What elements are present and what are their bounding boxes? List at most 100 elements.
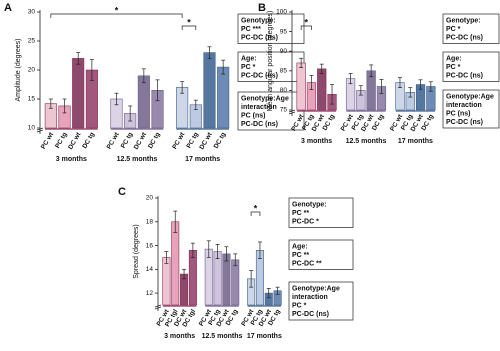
- stats-text: Age:: [241, 55, 257, 62]
- group-label: 3 months: [301, 138, 332, 145]
- stats-text: PC-DC (ns): [241, 121, 278, 128]
- stats-text: PC-DC (ns): [241, 34, 278, 41]
- significance-label: *: [187, 17, 191, 27]
- bar: [72, 58, 85, 129]
- stats-box: [237, 13, 305, 44]
- group-label: 12.5 months: [346, 138, 387, 145]
- significance-bracket: [181, 25, 197, 30]
- stats-text: PC-DC (ns): [446, 34, 483, 41]
- significance-bracket: [50, 13, 183, 18]
- stats-box: [442, 13, 500, 44]
- group-label: 12.5 months: [202, 333, 243, 340]
- stats-text: PC (ns): [241, 112, 266, 119]
- stats-text: PC *: [446, 26, 461, 33]
- axis-break: [288, 109, 296, 115]
- group-label: 12.5 months: [117, 156, 158, 163]
- stats-text: Genotype:: [446, 17, 481, 24]
- bar: [137, 75, 150, 129]
- x-tick-label: DC tg: [147, 131, 162, 150]
- y-axis-label: Spread (degrees): [133, 224, 140, 278]
- significance-label: *: [305, 17, 309, 27]
- bar: [296, 62, 306, 111]
- y-tick-label: 15: [28, 96, 36, 103]
- stats-text: PC (ns): [446, 110, 471, 117]
- stats-text: interaction: [446, 102, 482, 109]
- significance-bracket: [250, 211, 261, 216]
- stats-text: PC **: [292, 210, 309, 217]
- x-tick-label: DC wt: [198, 131, 214, 151]
- bar: [217, 66, 230, 129]
- y-tick-label: 25: [28, 38, 36, 45]
- bar: [188, 250, 197, 306]
- y-tick-label: 16: [146, 242, 154, 249]
- x-tick-label: DC tg: [213, 131, 228, 150]
- significance-label: *: [254, 203, 258, 213]
- stats-text: Age:: [292, 243, 308, 250]
- bar: [317, 68, 327, 111]
- x-tick-label: PC wt: [106, 131, 122, 151]
- panel-letter: A: [4, 2, 12, 14]
- y-tick-label: 30: [28, 9, 36, 16]
- y-tick-label: 85: [280, 68, 288, 75]
- significance-label: *: [115, 5, 119, 15]
- y-tick-label: 90: [280, 48, 288, 55]
- axis-break: [36, 127, 44, 133]
- bar: [213, 251, 222, 306]
- stats-text: PC-DC **: [292, 260, 322, 267]
- y-tick-label: 20: [146, 195, 154, 202]
- stats-text: PC **: [292, 252, 309, 259]
- y-tick-label: 80: [280, 87, 288, 94]
- y-tick-label: 14: [146, 266, 154, 273]
- panel-letter: B: [258, 2, 266, 14]
- y-tick-label: 75: [280, 107, 288, 114]
- significance-bracket: [300, 25, 312, 30]
- stats-text: Genotype:: [292, 201, 327, 208]
- stats-text: Genotype:: [241, 17, 276, 24]
- stats-text: PC *: [241, 64, 256, 71]
- y-axis-label: Amplitude (degrees): [15, 38, 22, 101]
- stats-box: [288, 197, 354, 228]
- stats-box: [442, 89, 500, 129]
- stats-text: PC-DC (ns): [292, 311, 329, 318]
- stats-text: PC-DC (ns): [446, 72, 483, 79]
- stats-text: Genotype:Age: [446, 93, 494, 100]
- stats-text: PC-DC *: [292, 218, 319, 225]
- x-tick-label: PC wt: [40, 131, 56, 151]
- axis-break: [154, 304, 162, 310]
- stats-text: PC *: [446, 64, 461, 71]
- stats-text: Genotype:Age: [292, 285, 340, 292]
- y-tick-label: 100: [276, 9, 287, 16]
- stats-text: PC-DC (ns): [446, 119, 483, 126]
- y-axis-label: Mean angular position (degrees): [267, 11, 274, 112]
- stats-box: [288, 281, 354, 321]
- x-tick-label: PC wt: [171, 131, 187, 151]
- y-tick-label: 10: [28, 125, 36, 132]
- stats-box: [442, 51, 500, 82]
- stats-text: Genotype:Age: [241, 95, 289, 102]
- panel-letter: C: [118, 186, 126, 198]
- bar: [203, 52, 216, 129]
- stats-text: PC ***: [241, 26, 261, 33]
- group-label: 17 months: [398, 138, 433, 145]
- x-tick-label: DC wt: [133, 131, 149, 151]
- y-tick-label: 95: [280, 28, 288, 35]
- x-tick-label: DC wt: [67, 131, 83, 151]
- stats-text: interaction: [241, 104, 277, 111]
- group-label: 3 months: [56, 156, 87, 163]
- y-tick-label: 12: [146, 290, 154, 297]
- stats-box: [237, 51, 305, 82]
- bar: [231, 259, 240, 306]
- stats-text: PC-DC (ns): [241, 72, 278, 79]
- group-label: 3 months: [164, 333, 195, 340]
- group-label: 17 months: [185, 156, 220, 163]
- x-tick-label: DC tg: [81, 131, 96, 150]
- bar: [162, 257, 171, 306]
- bar: [171, 221, 180, 306]
- stats-box: [288, 239, 354, 270]
- stats-text: Age:: [446, 55, 462, 62]
- stats-text: interaction: [292, 294, 328, 301]
- stats-text: PC *: [292, 302, 307, 309]
- group-label: 17 months: [247, 333, 282, 340]
- bar: [222, 253, 231, 306]
